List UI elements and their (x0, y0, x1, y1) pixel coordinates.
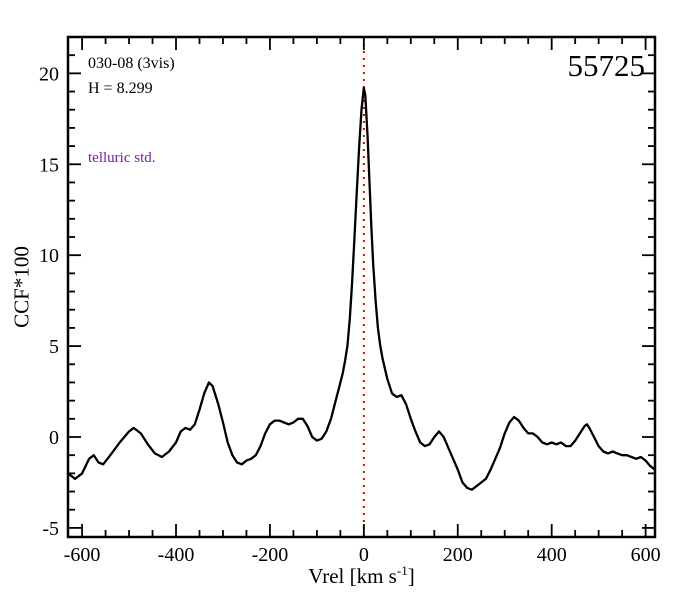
y-tick-label: 20 (39, 63, 59, 85)
telluric-std-label: telluric std. (88, 150, 156, 166)
y-tick-label: 15 (39, 154, 59, 176)
y-tick-label: -5 (42, 518, 59, 540)
h-magnitude-label: H = 8.299 (88, 80, 153, 97)
x-tick-label: 0 (359, 544, 369, 566)
x-tick-label: 200 (443, 544, 473, 566)
observation-id-label: 030-08 (3vis) (88, 55, 175, 72)
y-axis-label: CCF*100 (9, 246, 34, 328)
x-tick-label: 400 (537, 544, 567, 566)
x-tick-label: -200 (252, 544, 289, 566)
x-axis-label-bracket: ] (407, 564, 415, 588)
x-tick-label: -600 (64, 544, 101, 566)
x-tick-label: 600 (631, 544, 661, 566)
mjd-label: 55725 (567, 48, 646, 83)
x-axis-label: Vrel [km s-1] (68, 563, 655, 589)
plot-frame (66, 35, 657, 539)
x-axis-label-superscript: -1 (396, 563, 408, 578)
x-axis-label-text: Vrel [km s (308, 564, 397, 588)
y-tick-label: 10 (39, 245, 59, 267)
y-tick-label: 0 (49, 427, 59, 449)
x-tick-label: -400 (158, 544, 195, 566)
ccf-curve (66, 86, 657, 491)
y-tick-label: 5 (49, 336, 59, 358)
